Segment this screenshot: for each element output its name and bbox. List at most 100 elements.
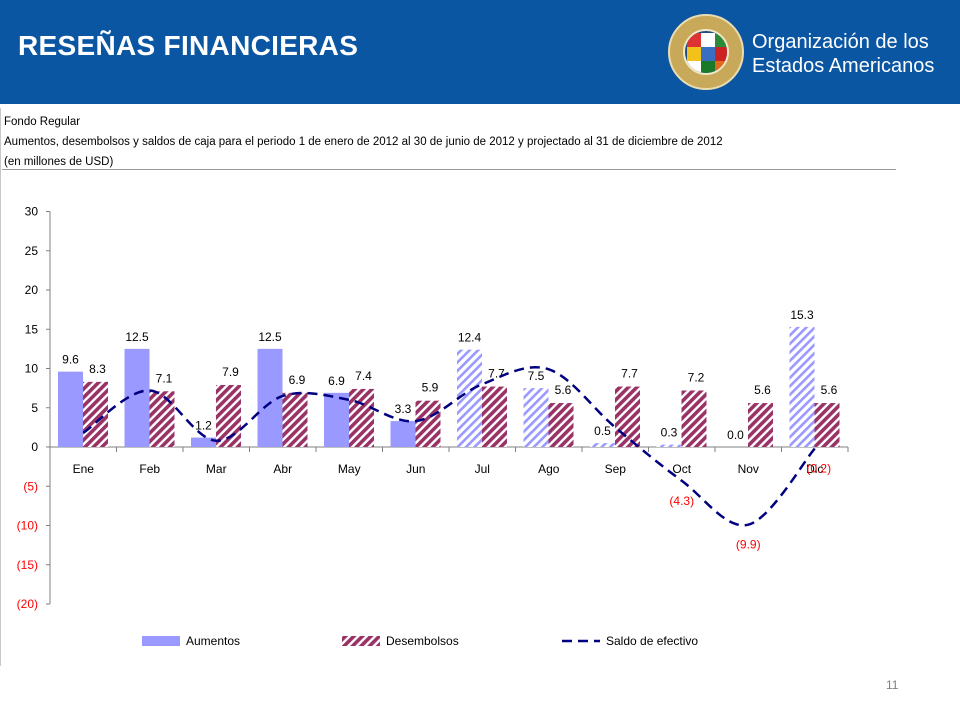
y-tick-label: 10 xyxy=(25,362,39,376)
chart-description: Fondo Regular Aumentos, desembolsos y sa… xyxy=(4,112,723,172)
data-label-aumentos: 9.6 xyxy=(62,353,79,367)
data-label-aumentos: 1.2 xyxy=(195,419,212,433)
bar-desembolsos-dic xyxy=(814,403,840,447)
flag-icon xyxy=(715,61,727,73)
x-tick-label: May xyxy=(338,462,361,476)
bar-desembolsos-jul xyxy=(482,386,507,447)
data-label-desembolsos: 7.7 xyxy=(488,367,505,381)
data-label-aumentos: 12.5 xyxy=(258,330,282,344)
legend-swatch-aumentos xyxy=(142,636,180,646)
bar-desembolsos-ago xyxy=(548,403,574,447)
bar-aumentos-jun xyxy=(390,421,416,447)
bar-desembolsos-sep xyxy=(615,386,640,447)
oas-seal-logo xyxy=(668,14,744,90)
data-label-desembolsos: 5.9 xyxy=(422,381,439,395)
seal-flags xyxy=(683,29,729,75)
description-text: Aumentos, desembolsos y saldos de caja p… xyxy=(4,136,723,148)
y-tick-label: (20) xyxy=(17,597,38,611)
bar-aumentos-oct xyxy=(656,444,682,447)
data-label-desembolsos: 5.6 xyxy=(555,383,572,397)
legend-label-aumentos: Aumentos xyxy=(186,634,240,648)
description-divider xyxy=(2,169,896,170)
bar-aumentos-ago xyxy=(523,388,549,447)
flag-icon xyxy=(687,47,701,61)
y-tick-label: 15 xyxy=(25,322,39,336)
bar-aumentos-mar xyxy=(191,437,216,447)
bar-aumentos-jul xyxy=(457,349,482,447)
bar-aumentos-may xyxy=(324,392,349,447)
x-tick-label: Ene xyxy=(73,462,95,476)
bar-aumentos-dic xyxy=(789,326,815,447)
legend-label-saldo: Saldo de efectivo xyxy=(606,634,698,648)
bar-desembolsos-jun xyxy=(415,400,441,447)
flag-icon xyxy=(687,61,701,73)
slide-header: RESEÑAS FINANCIERAS Organización de los … xyxy=(0,0,960,104)
flag-icon xyxy=(701,33,715,47)
bar-desembolsos-may xyxy=(349,388,374,447)
legend-swatch-desembolsos xyxy=(342,636,380,646)
legend-label-desembolsos: Desembolsos xyxy=(386,634,459,648)
y-tick-label: 30 xyxy=(25,205,39,219)
data-label-saldo: (4.3) xyxy=(669,494,694,508)
data-label-aumentos: 0.0 xyxy=(727,428,744,442)
bar-aumentos-ene xyxy=(58,371,83,447)
units-note: (en millones de USD) xyxy=(4,156,114,168)
organization-name-line2: Estados Americanos xyxy=(752,55,935,77)
content-frame xyxy=(0,108,941,666)
bar-desembolsos-ene xyxy=(83,381,108,447)
data-label-aumentos: 0.5 xyxy=(594,424,611,438)
fund-name: Fondo Regular xyxy=(4,116,81,128)
data-label-aumentos: 7.5 xyxy=(528,369,545,383)
x-tick-label: Feb xyxy=(139,462,160,476)
cash-balance-chart: 30 25 20 15 10 5 0 (5) (10) (15) (20) 9.6 8.3 Ene 12.5… xyxy=(17,205,849,648)
data-label-desembolsos: 7.2 xyxy=(688,370,705,384)
flag-icon xyxy=(701,47,715,61)
data-label-aumentos: 3.3 xyxy=(395,402,412,416)
x-tick-label: Sep xyxy=(605,462,627,476)
x-tick-label: Jul xyxy=(475,462,490,476)
series-line-saldo-de-efectivo xyxy=(82,366,816,527)
data-label-aumentos: 0.3 xyxy=(661,426,678,440)
bar-desembolsos-abr xyxy=(282,392,308,447)
data-label-saldo: (0.2) xyxy=(806,462,831,476)
flag-icon xyxy=(687,33,701,47)
data-label-desembolsos: 6.9 xyxy=(289,373,306,387)
x-tick-label: Dic xyxy=(806,462,823,476)
slide-title: RESEÑAS FINANCIERAS xyxy=(18,30,359,61)
x-tick-label: Abr xyxy=(273,462,292,476)
bar-desembolsos-oct xyxy=(681,390,707,447)
y-tick-label: 25 xyxy=(25,244,39,258)
data-label-aumentos: 12.5 xyxy=(125,330,149,344)
data-label-aumentos: 15.3 xyxy=(790,308,814,322)
data-label-desembolsos: 7.9 xyxy=(222,365,239,379)
organization-name-line1: Organización de los xyxy=(752,31,929,53)
flag-icon xyxy=(701,61,715,73)
page-number: 11 xyxy=(886,678,899,692)
flag-icon xyxy=(715,33,727,47)
bar-aumentos-sep xyxy=(590,443,615,447)
bar-desembolsos-feb xyxy=(149,391,175,447)
data-label-aumentos: 6.9 xyxy=(328,374,345,388)
x-tick-label: Mar xyxy=(206,462,227,476)
x-tick-label: Oct xyxy=(672,462,691,476)
data-label-desembolsos: 8.3 xyxy=(89,362,106,376)
x-tick-label: Nov xyxy=(738,462,759,476)
y-tick-label: 0 xyxy=(31,440,38,454)
y-tick-label: 5 xyxy=(31,401,38,415)
organization-name: Organización de los Estados Americanos xyxy=(752,30,934,78)
data-label-aumentos: 12.4 xyxy=(458,331,482,345)
x-tick-label: Ago xyxy=(538,462,560,476)
data-label-desembolsos: 5.6 xyxy=(754,383,771,397)
y-tick-label: 20 xyxy=(25,283,39,297)
data-label-desembolsos: 5.6 xyxy=(821,383,838,397)
data-label-saldo: (9.9) xyxy=(736,538,761,552)
data-label-desembolsos: 7.7 xyxy=(621,367,638,381)
flag-icon xyxy=(715,47,727,61)
y-tick-label: (5) xyxy=(23,479,38,493)
data-label-desembolsos: 7.1 xyxy=(156,371,173,385)
data-label-desembolsos: 7.4 xyxy=(355,369,372,383)
y-tick-label: (15) xyxy=(17,558,38,572)
x-tick-label: Jun xyxy=(406,462,425,476)
y-tick-label: (10) xyxy=(17,519,38,533)
bar-desembolsos-nov xyxy=(748,403,773,447)
